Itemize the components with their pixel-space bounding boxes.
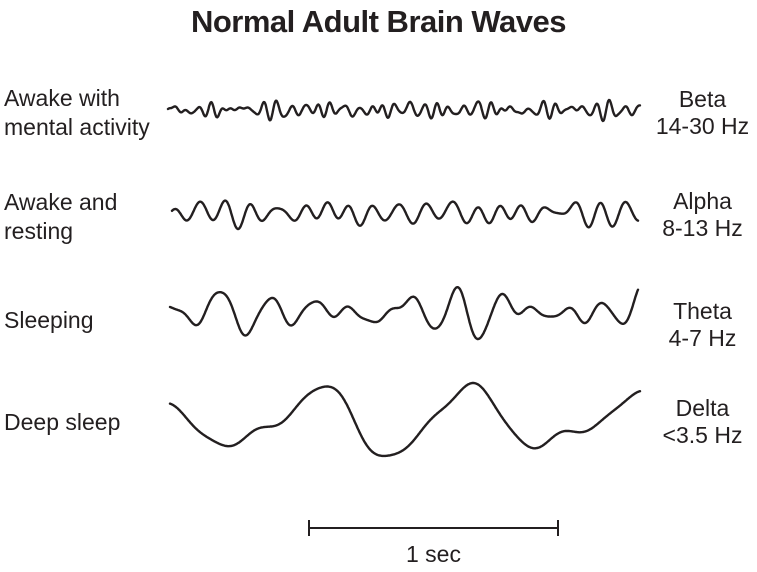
delta-wave	[168, 381, 642, 458]
scale-label: 1 sec	[406, 541, 461, 567]
state-label-line: mental activity	[4, 114, 150, 140]
state-label-sleeping: Sleeping	[4, 306, 179, 335]
band-label-beta: Beta 14-30 Hz	[648, 86, 757, 140]
state-label-awake-mental: Awake with mental activity	[4, 84, 179, 142]
band-frequency: 4-7 Hz	[668, 325, 737, 351]
state-label-line: Sleeping	[4, 307, 94, 333]
state-label-deep-sleep: Deep sleep	[4, 408, 179, 437]
scale-line	[308, 527, 559, 529]
time-scale-bar	[308, 520, 559, 536]
scale-tick-left	[308, 520, 310, 536]
state-label-line: Awake and	[4, 189, 118, 215]
band-label-delta: Delta <3.5 Hz	[648, 395, 757, 449]
state-label-line: Awake with	[4, 85, 120, 111]
beta-wave	[166, 98, 642, 123]
band-name: Beta	[678, 86, 727, 112]
band-label-theta: Theta 4-7 Hz	[648, 298, 757, 352]
state-label-line: resting	[4, 218, 74, 244]
scale-tick-right	[557, 520, 559, 536]
band-frequency: 8-13 Hz	[662, 215, 743, 241]
alpha-wave	[170, 199, 640, 231]
state-label-line: Deep sleep	[4, 409, 121, 435]
band-frequency: 14-30 Hz	[655, 113, 750, 139]
page-title: Normal Adult Brain Waves	[190, 4, 567, 39]
band-label-alpha: Alpha 8-13 Hz	[648, 188, 757, 242]
band-name: Alpha	[673, 188, 732, 214]
band-frequency: <3.5 Hz	[662, 422, 743, 448]
state-label-awake-resting: Awake and resting	[4, 188, 179, 246]
theta-wave	[168, 286, 640, 341]
band-name: Theta	[673, 298, 732, 324]
band-name: Delta	[675, 395, 730, 421]
